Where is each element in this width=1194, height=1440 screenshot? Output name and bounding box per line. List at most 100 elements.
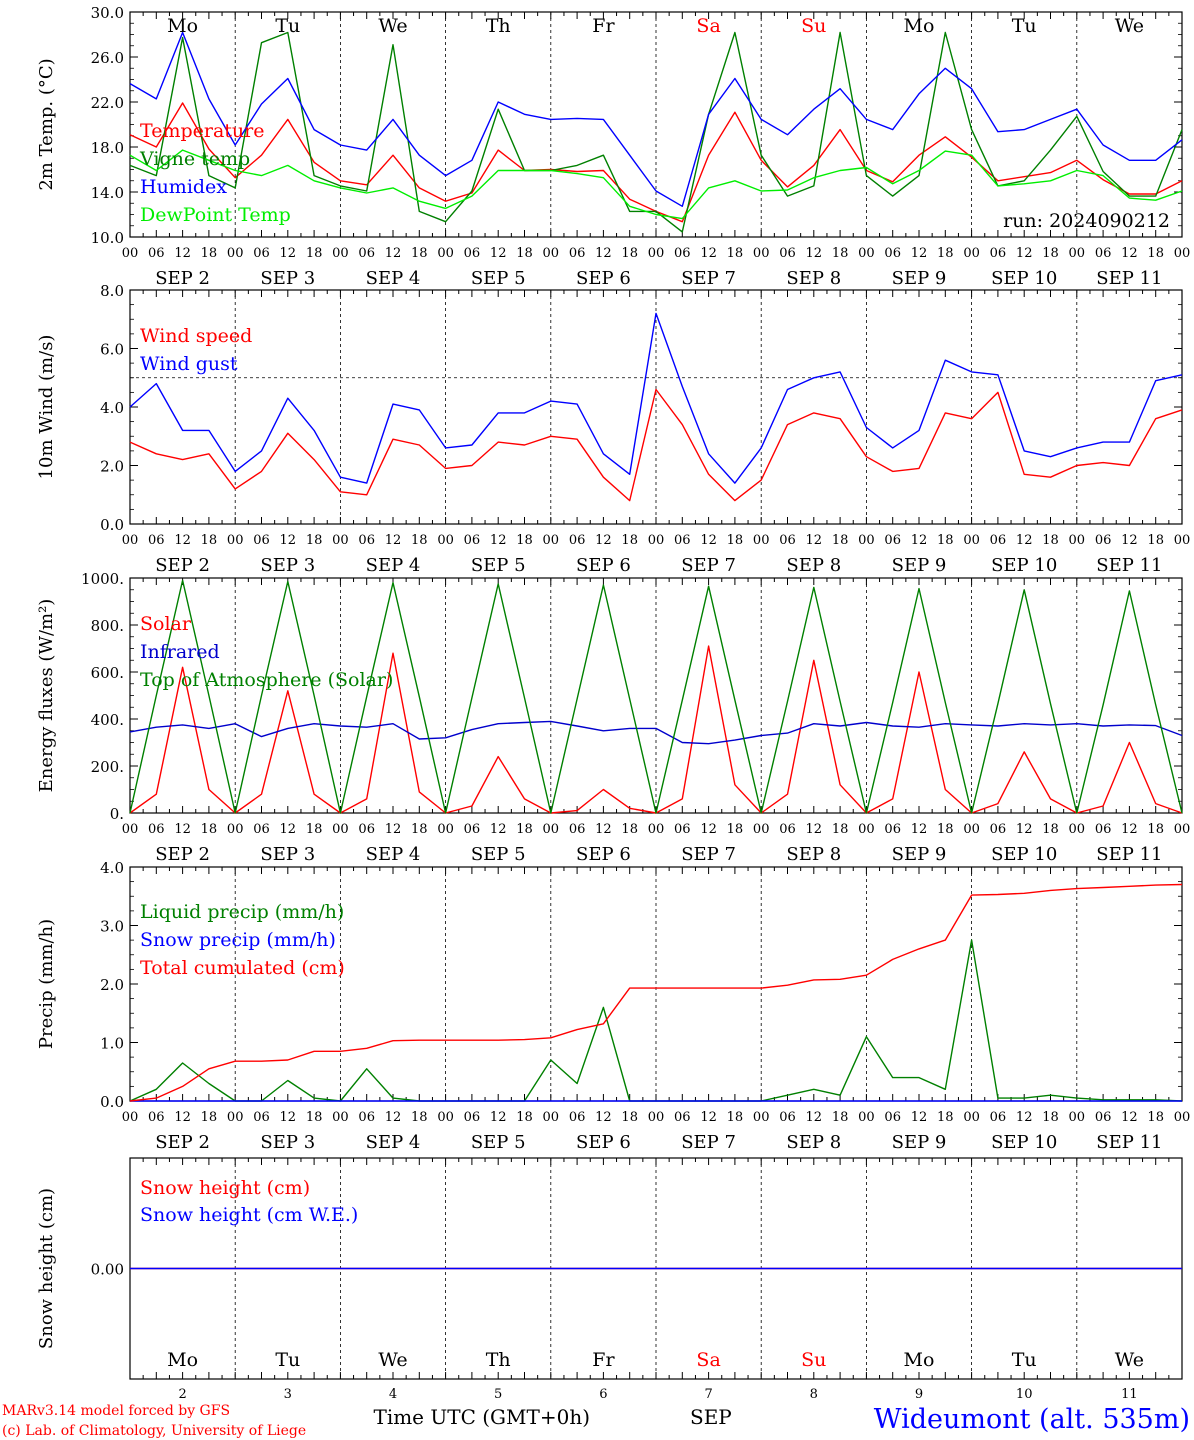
hour-label: 06 [569,246,586,261]
hour-label: 06 [779,1110,796,1125]
hour-label: 00 [963,822,980,837]
hour-label: 00 [332,533,349,548]
hour-label: 00 [543,1110,560,1125]
hour-label: 12 [1121,533,1138,548]
hour-label: 06 [569,822,586,837]
hour-label: 18 [1042,246,1059,261]
series-line-4 [129,149,1183,220]
legend-entry: DewPoint Temp [140,204,291,226]
legend-entry: Snow height (cm) [140,1177,310,1199]
date-label: SEP 9 [892,268,947,289]
hour-label: 06 [1095,822,1112,837]
panel-3: 0. 200. 400. 600. 800. 1000. Energy fluxes (W/… [36,570,1190,865]
series-line-2 [129,31,1183,233]
hour-label: 00 [332,246,349,261]
hour-label: 00 [437,533,454,548]
hour-label: 18 [621,1110,638,1125]
weekday-label: We [378,15,407,37]
hour-label: 12 [280,533,297,548]
hour-label: 06 [990,533,1007,548]
panel-1: 10.0 14.0 18.0 22.0 26.0 30.0 2m Temp. (°C) Tem… [36,4,1190,289]
hour-label: 06 [148,822,165,837]
hour-label: 12 [1016,246,1033,261]
y-tick-label: 2.0 [100,458,124,476]
legend-entry: Snow precip (mm/h) [140,929,336,951]
hour-label: 00 [543,533,560,548]
hour-label: 00 [332,822,349,837]
hour-label: 12 [490,822,507,837]
day-number-label: 7 [704,1387,712,1402]
hour-label: 00 [858,533,875,548]
y-tick-label: 22.0 [91,94,124,112]
footer: MARv3.14 model forced by GFS (c) Lab. of… [2,1403,1190,1439]
day-number-label: 9 [915,1387,923,1402]
hour-label: 00 [963,246,980,261]
legend-entry: Vigne temp [139,148,250,170]
hour-label: 06 [884,533,901,548]
hour-label: 00 [1069,533,1086,548]
weekday-label: We [1115,1349,1144,1371]
hour-label: 18 [411,533,428,548]
y-axis-label: Precip (mm/h) [36,919,57,1049]
hour-label: 06 [674,533,691,548]
date-label: SEP 3 [260,555,315,576]
hour-label: 12 [385,246,402,261]
hour-label: 06 [1095,246,1112,261]
hour-label: 00 [648,533,665,548]
hour-label: 18 [1147,246,1164,261]
hour-label: 18 [201,246,218,261]
hour-label: 00 [122,1110,139,1125]
hour-label: 12 [700,533,717,548]
day-number-label: 3 [284,1387,292,1402]
y-tick-label: 0. [110,805,124,823]
hour-label: 06 [990,822,1007,837]
y-tick-label: 6.0 [100,341,124,359]
hour-label: 12 [911,246,928,261]
date-label: SEP 4 [366,1132,421,1153]
hour-label: 12 [280,822,297,837]
hour-label: 18 [937,533,954,548]
series-line-3 [129,31,1183,208]
hour-label: 12 [1016,1110,1033,1125]
hour-label: 06 [464,246,481,261]
hour-label: 06 [884,822,901,837]
date-label: SEP 3 [260,1132,315,1153]
hour-label: 06 [1095,533,1112,548]
weekday-label: Sa [696,1349,720,1371]
hour-label: 18 [832,246,849,261]
y-tick-label: 400. [91,711,124,729]
y-tick-label: 30.0 [91,4,124,22]
day-number-label: 11 [1121,1387,1138,1402]
y-axis-label: Energy fluxes (W/m²) [36,599,57,793]
day-number-label: 8 [810,1387,818,1402]
hour-label: 18 [832,822,849,837]
hour-label: 18 [937,1110,954,1125]
hour-label: 00 [543,822,560,837]
hour-label: 06 [148,533,165,548]
date-label: SEP 5 [471,844,526,865]
hour-label: 12 [1121,1110,1138,1125]
hour-label: 06 [884,246,901,261]
date-label: SEP 11 [1096,268,1162,289]
y-tick-label: 0.0 [100,516,124,534]
hour-label: 06 [884,1110,901,1125]
hour-label: 18 [516,822,533,837]
hour-label: 18 [306,822,323,837]
hour-label: 18 [516,246,533,261]
date-label: SEP 11 [1096,844,1162,865]
hour-label: 00 [753,1110,770,1125]
y-tick-label: 2.0 [100,976,124,994]
hour-label: 00 [227,246,244,261]
hour-label: 06 [253,533,270,548]
series-line-3 [129,579,1183,814]
date-label: SEP 9 [892,844,947,865]
hour-label: 00 [227,822,244,837]
hour-label: 12 [700,1110,717,1125]
hour-label: 00 [437,822,454,837]
hour-label: 12 [700,246,717,261]
hour-label: 12 [174,533,191,548]
hour-label: 18 [411,822,428,837]
lab-credit: (c) Lab. of Climatology, University of L… [2,1423,306,1439]
hour-label: 12 [174,1110,191,1125]
hour-label: 00 [648,246,665,261]
